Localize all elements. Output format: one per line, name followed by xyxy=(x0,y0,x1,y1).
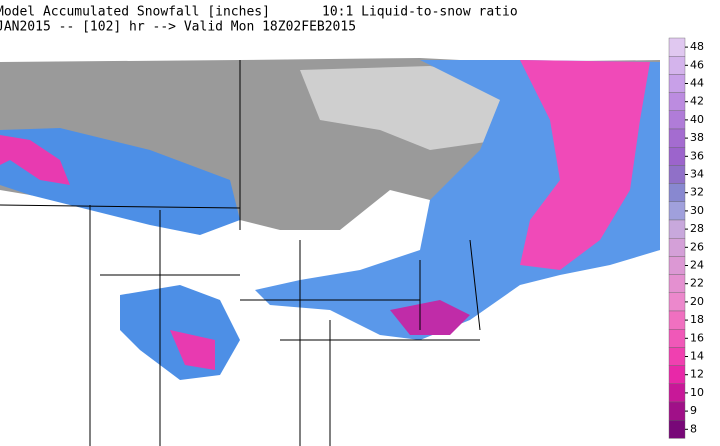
colorbar-label: 36 xyxy=(690,149,704,162)
colorbar-swatch xyxy=(668,292,686,312)
colorbar-label: 44 xyxy=(690,77,704,90)
ratio-label: 10:1 Liquid-to-snow ratio xyxy=(322,5,518,20)
colorbar-swatch xyxy=(668,37,686,57)
colorbar-label: 14 xyxy=(690,350,704,363)
map-title: Model Accumulated Snowfall [inches] xyxy=(0,5,270,20)
hudson-region xyxy=(300,66,500,150)
state-borders xyxy=(0,60,481,446)
colorbar-label: 10 xyxy=(690,386,704,399)
colorbar-swatch xyxy=(668,219,686,239)
colorbar-label: 46 xyxy=(690,58,704,71)
colorbar-swatch xyxy=(668,201,686,221)
colorbar-label: 16 xyxy=(690,331,704,344)
colorbar-label: 40 xyxy=(690,113,704,126)
valid-time: JAN2015 -- [102] hr --> Valid Mon 18Z02F… xyxy=(0,20,356,35)
colorbar-swatch xyxy=(668,274,686,294)
colorbar: 48 46 44 42 40 38 36 34 32 30 28 26 24 22 20 18 16 14 12 10… xyxy=(668,37,704,439)
colorbar-label: 38 xyxy=(690,131,704,144)
colorbar-swatch xyxy=(668,146,686,166)
colorbar-label: 30 xyxy=(690,204,704,217)
colorbar-label: 32 xyxy=(690,186,704,199)
colorbar-swatch xyxy=(668,310,686,330)
colorbar-label: 42 xyxy=(690,95,704,108)
colorbar-label: 18 xyxy=(690,313,704,326)
colorbar-swatch xyxy=(668,165,686,184)
snow-west xyxy=(0,128,240,235)
colorbar-label: 9 xyxy=(690,404,697,417)
colorbar-label: 48 xyxy=(690,40,704,53)
colorbar-swatch xyxy=(668,256,686,275)
snow-heavy-southwest xyxy=(170,330,215,370)
colorbar-swatch xyxy=(668,420,686,439)
colorbar-swatch xyxy=(668,401,686,421)
colorbar-label: 28 xyxy=(690,222,704,235)
snow-heavy-east xyxy=(520,60,650,270)
colorbar-label: 8 xyxy=(690,422,697,435)
colorbar-swatch xyxy=(668,347,686,366)
colorbar-label: 12 xyxy=(690,368,704,381)
colorbar-swatch xyxy=(668,237,686,257)
map-area xyxy=(0,58,660,446)
colorbar-swatch xyxy=(668,74,686,93)
colorbar-swatch xyxy=(668,56,686,75)
snow-heavy-west xyxy=(0,135,70,185)
colorbar-label: 22 xyxy=(690,277,704,290)
colorbar-swatch xyxy=(668,383,686,403)
colorbar-label: 34 xyxy=(690,168,704,181)
colorbar-label: 24 xyxy=(690,259,704,272)
colorbar-swatch xyxy=(668,110,686,130)
snow-heavy-midatlantic xyxy=(390,300,470,335)
colorbar-swatch xyxy=(668,365,686,385)
colorbar-label: 26 xyxy=(690,240,704,253)
colorbar-swatch xyxy=(668,128,686,148)
colorbar-label: 20 xyxy=(690,295,704,308)
colorbar-swatch xyxy=(668,183,686,203)
colorbar-swatch xyxy=(668,92,686,111)
colorbar-swatch xyxy=(668,329,686,348)
